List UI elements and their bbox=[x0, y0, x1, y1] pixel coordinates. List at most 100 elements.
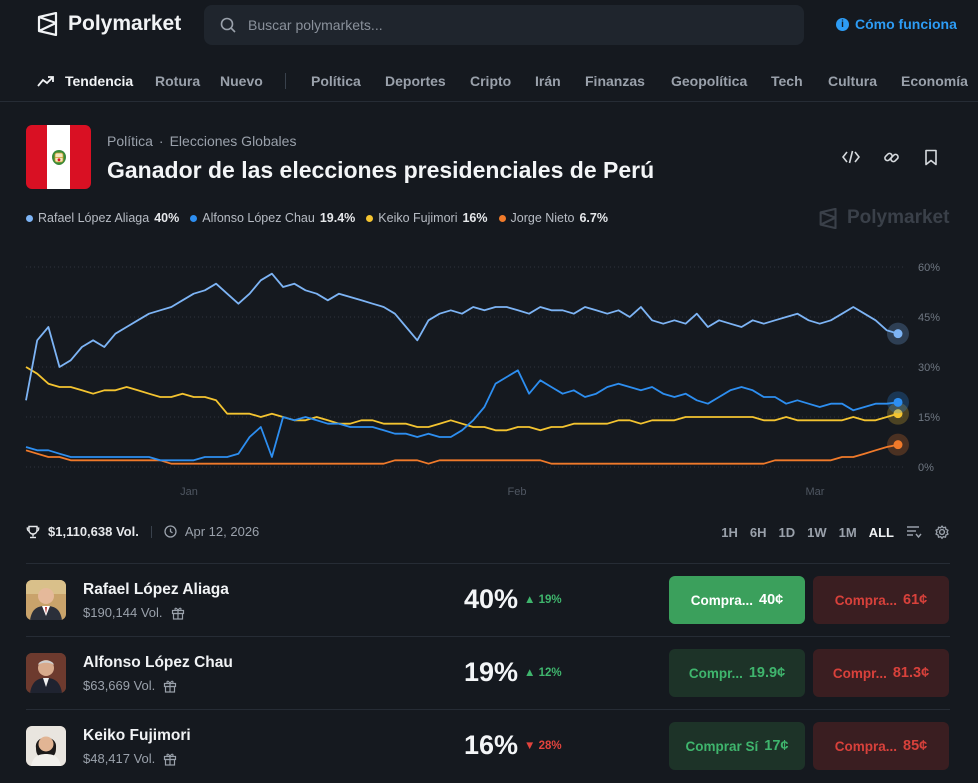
outcome-row[interactable]: Alfonso López Chau $63,669 Vol. 19% ▲ 12… bbox=[26, 636, 950, 708]
logo[interactable]: Polymarket bbox=[36, 12, 181, 36]
outcome-row[interactable]: Keiko Fujimori $48,417 Vol. 16% ▼ 28% Co… bbox=[26, 709, 950, 781]
candidate-volume: $190,144 Vol. bbox=[83, 605, 163, 620]
series-end-point bbox=[893, 409, 903, 419]
link-icon bbox=[883, 152, 899, 162]
range-1d[interactable]: 1D bbox=[778, 524, 796, 540]
series-line bbox=[25, 272, 899, 401]
gift-icon[interactable] bbox=[163, 752, 177, 766]
nav-item-economia[interactable]: Economía bbox=[901, 73, 968, 89]
buy-yes-button[interactable]: Compr... 19.9¢ bbox=[669, 649, 805, 697]
legend-color-dot bbox=[190, 214, 198, 222]
filter-list-icon[interactable] bbox=[906, 525, 922, 539]
outcome-row[interactable]: Rafael López Aliaga $190,144 Vol. 40% ▲ … bbox=[26, 563, 950, 635]
search-icon bbox=[220, 17, 236, 33]
nav-item-rotura[interactable]: Rotura bbox=[155, 73, 201, 89]
nav-divider bbox=[285, 73, 286, 89]
polymarket-logo-icon bbox=[819, 207, 837, 229]
buy-no-label: Compra... bbox=[834, 592, 898, 608]
legend-name: Keiko Fujimori bbox=[378, 211, 458, 225]
x-tick-label: Mar bbox=[806, 486, 825, 498]
nav-item-cripto[interactable]: Cripto bbox=[470, 73, 512, 89]
nav-item-cultura[interactable]: Cultura bbox=[828, 73, 877, 89]
breadcrumb-subcategory[interactable]: Elecciones Globales bbox=[169, 133, 297, 149]
info-icon: i bbox=[836, 17, 849, 31]
candidate-name[interactable]: Rafael López Aliaga bbox=[83, 581, 229, 598]
range-6h[interactable]: 6H bbox=[749, 524, 767, 540]
how-it-works-link[interactable]: i Cómo funciona bbox=[836, 16, 957, 32]
buy-yes-price: 19.9¢ bbox=[748, 665, 786, 681]
buy-no-price: 81.3¢ bbox=[892, 665, 930, 681]
trending-icon bbox=[37, 76, 54, 87]
buy-yes-button[interactable]: Comprar Sí 17¢ bbox=[669, 722, 805, 770]
nav-item-politica[interactable]: Política bbox=[311, 73, 361, 89]
market-stats: $1,110,638 Vol. Apr 12, 2026 bbox=[26, 524, 259, 539]
chart-legend: Rafael López Aliaga 40% Alfonso López Ch… bbox=[26, 211, 608, 225]
candidate-volume: $48,417 Vol. bbox=[83, 751, 156, 766]
range-1w[interactable]: 1W bbox=[807, 524, 827, 540]
range-1h[interactable]: 1H bbox=[721, 524, 738, 540]
candidate-name[interactable]: Alfonso López Chau bbox=[83, 654, 233, 671]
outcome-change-value: 28% bbox=[538, 740, 562, 752]
outcome-change: ▲ 12% bbox=[524, 667, 562, 679]
search-box[interactable] bbox=[204, 5, 804, 45]
nav-item-deportes[interactable]: Deportes bbox=[385, 73, 446, 89]
y-tick-label: 0% bbox=[918, 462, 934, 474]
bookmark-icon bbox=[925, 149, 937, 165]
nav-item-nuevo[interactable]: Nuevo bbox=[220, 73, 263, 89]
y-tick-label: 15% bbox=[918, 412, 940, 424]
candidate-avatar bbox=[26, 726, 66, 766]
nav-item-iran[interactable]: Irán bbox=[535, 73, 561, 89]
end-date: Apr 12, 2026 bbox=[184, 524, 260, 539]
copy-link-button[interactable] bbox=[880, 146, 902, 168]
breadcrumb-category[interactable]: Política bbox=[107, 133, 153, 149]
y-tick-label: 30% bbox=[918, 362, 940, 374]
range-all[interactable]: ALL bbox=[868, 524, 894, 540]
nav-item-finanzas[interactable]: Finanzas bbox=[585, 73, 645, 89]
nav-item-tech[interactable]: Tech bbox=[771, 73, 803, 89]
top-bar: Polymarket i Cómo funciona bbox=[0, 0, 978, 52]
legend-value: 40% bbox=[154, 211, 180, 225]
search-input[interactable] bbox=[248, 17, 768, 33]
series-line bbox=[25, 443, 899, 465]
buy-yes-label: Compr... bbox=[688, 665, 743, 681]
time-range-selector: 1H 6H 1D 1W 1M ALL bbox=[721, 524, 950, 540]
y-tick-label: 45% bbox=[918, 312, 940, 324]
legend-item: Rafael López Aliaga 40% bbox=[26, 211, 179, 225]
candidate-volume-row: $48,417 Vol. bbox=[83, 751, 177, 766]
legend-name: Rafael López Aliaga bbox=[38, 211, 150, 225]
buy-no-label: Compra... bbox=[834, 738, 898, 754]
settings-gear-icon[interactable] bbox=[934, 524, 950, 540]
legend-name: Alfonso López Chau bbox=[202, 211, 315, 225]
series-line bbox=[25, 366, 899, 432]
outcome-change: ▼ 28% bbox=[524, 740, 562, 752]
nav-item-tendencia[interactable]: Tendencia bbox=[65, 73, 134, 89]
gift-icon[interactable] bbox=[163, 679, 177, 693]
outcome-change-value: 12% bbox=[538, 667, 562, 679]
outcome-percentage: 19% bbox=[463, 657, 518, 687]
buy-no-button[interactable]: Compr... 81.3¢ bbox=[813, 649, 949, 697]
price-history-chart[interactable]: 0% 15% 30% 45% 60% Jan Feb Mar bbox=[0, 250, 978, 510]
bookmark-button[interactable] bbox=[920, 146, 942, 168]
buy-yes-button[interactable]: Compra... 40¢ bbox=[669, 576, 805, 624]
buy-no-price: 85¢ bbox=[903, 738, 928, 754]
candidate-volume: $63,669 Vol. bbox=[83, 678, 156, 693]
candidate-volume-row: $63,669 Vol. bbox=[83, 678, 177, 693]
nav-item-geopolitica[interactable]: Geopolítica bbox=[671, 73, 748, 89]
buy-no-button[interactable]: Compra... 85¢ bbox=[813, 722, 949, 770]
buy-yes-price: 17¢ bbox=[764, 738, 789, 754]
buy-no-button[interactable]: Compra... 61¢ bbox=[813, 576, 949, 624]
buy-no-price: 61¢ bbox=[903, 592, 928, 608]
gift-icon[interactable] bbox=[171, 606, 185, 620]
series-line bbox=[25, 369, 899, 462]
series-end-point bbox=[893, 397, 903, 407]
outcome-change: ▲ 19% bbox=[524, 594, 562, 606]
candidate-volume-row: $190,144 Vol. bbox=[83, 605, 185, 620]
embed-button[interactable] bbox=[840, 146, 862, 168]
legend-value: 19.4% bbox=[319, 211, 356, 225]
series-end-point bbox=[893, 440, 903, 450]
range-1m[interactable]: 1M bbox=[838, 524, 857, 540]
how-it-works-label: Cómo funciona bbox=[855, 16, 957, 32]
candidate-name[interactable]: Keiko Fujimori bbox=[83, 727, 191, 744]
total-volume: $1,110,638 Vol. bbox=[48, 524, 139, 539]
y-tick-label: 60% bbox=[918, 262, 940, 274]
